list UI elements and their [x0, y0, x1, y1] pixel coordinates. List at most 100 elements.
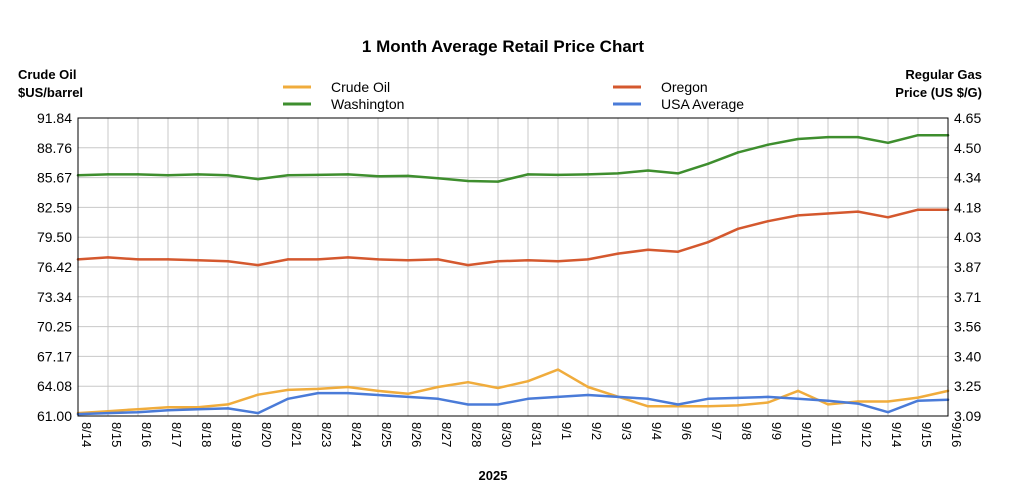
data-point-usa-average: [646, 397, 650, 401]
x-tick-label: 9/11: [829, 422, 844, 446]
data-point-usa-average: [196, 408, 200, 411]
data-point-usa-average: [106, 411, 110, 415]
data-point-oregon: [436, 258, 440, 261]
x-tick-label: 8/26: [409, 422, 424, 447]
x-tick-label: 9/12: [859, 422, 874, 447]
data-point-washington: [526, 173, 530, 176]
x-tick-label: 9/4: [649, 422, 664, 440]
data-point-washington: [646, 169, 650, 172]
left-tick-label: 82.59: [37, 199, 72, 215]
left-tick-label: 64.08: [37, 378, 72, 394]
data-point-usa-average: [856, 402, 860, 405]
data-point-crude-oil: [106, 409, 110, 413]
data-point-crude-oil: [856, 400, 860, 403]
left-tick-label: 67.17: [37, 348, 72, 364]
data-point-usa-average: [526, 397, 530, 401]
data-point-oregon: [706, 240, 710, 244]
data-point-crude-oil: [646, 405, 650, 408]
left-tick-label: 79.50: [37, 229, 72, 245]
data-point-usa-average: [226, 407, 230, 410]
data-point-crude-oil: [826, 403, 830, 406]
x-tick-label: 9/6: [679, 422, 694, 440]
data-point-oregon: [286, 258, 290, 261]
left-tick-label: 70.25: [37, 319, 72, 335]
data-point-usa-average: [286, 397, 290, 401]
data-point-washington: [556, 173, 560, 177]
data-point-oregon: [856, 210, 860, 213]
left-axis-ticks: 61.00 64.08 67.17 70.25 73.34 76.42 79.50 82.59…: [37, 110, 72, 424]
x-tick-label: 8/19: [229, 422, 244, 447]
series-points-crude-oil: [76, 368, 950, 415]
data-point-oregon: [256, 263, 260, 267]
data-point-crude-oil: [736, 404, 740, 407]
data-point-washington: [406, 174, 410, 178]
x-tick-label: 8/14: [79, 422, 94, 447]
right-tick-label: 3.25: [954, 378, 981, 394]
data-point-washington: [286, 174, 290, 177]
data-point-usa-average: [436, 397, 440, 401]
series-line-crude-oil: [76, 368, 950, 415]
legend: Crude Oil Oregon Washington USA Average: [283, 79, 744, 112]
right-tick-label: 3.87: [954, 259, 981, 275]
data-point-crude-oil: [766, 401, 770, 404]
data-point-usa-average: [136, 410, 140, 414]
data-point-washington: [436, 176, 440, 180]
series-line-usa-average: [76, 391, 950, 416]
right-tick-label: 4.34: [954, 170, 981, 186]
right-tick-label: 4.03: [954, 229, 981, 245]
x-tick-label: 8/31: [529, 422, 544, 447]
data-point-oregon: [346, 256, 350, 259]
data-point-usa-average: [916, 399, 920, 402]
data-point-washington: [766, 143, 770, 146]
data-point-usa-average: [466, 403, 470, 406]
data-point-oregon: [616, 252, 620, 255]
x-tick-label: 9/7: [709, 422, 724, 440]
series-points-usa-average: [76, 391, 950, 416]
data-point-oregon: [526, 259, 530, 262]
data-point-crude-oil: [706, 405, 710, 408]
data-point-usa-average: [616, 395, 620, 399]
x-tick-label: 8/20: [259, 422, 274, 447]
data-point-oregon: [916, 208, 920, 211]
data-point-oregon: [796, 214, 800, 217]
data-point-washington: [676, 172, 680, 175]
series-points-washington: [76, 133, 950, 183]
x-tick-label: 9/8: [739, 422, 754, 440]
data-point-oregon: [376, 258, 380, 261]
x-axis-title: 2025: [479, 468, 508, 483]
x-axis-ticks: 8/14 8/15 8/16 8/17 8/18 8/19 8/20 8/21 8/23 8/24…: [79, 422, 964, 447]
right-tick-label: 3.56: [954, 319, 981, 335]
right-tick-label: 4.50: [954, 140, 981, 156]
right-axis-title-line2: Price (US $/G): [895, 85, 982, 100]
data-point-washington: [496, 180, 500, 183]
data-point-crude-oil: [916, 396, 920, 399]
series-points-oregon: [76, 208, 950, 267]
data-point-crude-oil: [256, 393, 260, 396]
right-tick-label: 4.65: [954, 110, 981, 126]
right-tick-label: 4.18: [954, 199, 981, 215]
data-point-washington: [916, 133, 920, 137]
data-point-oregon: [136, 258, 140, 261]
x-tick-label: 9/10: [799, 422, 814, 447]
data-point-washington: [796, 137, 800, 141]
data-point-usa-average: [706, 397, 710, 401]
x-tick-label: 8/17: [169, 422, 184, 447]
legend-label-crude-oil: Crude Oil: [331, 79, 390, 95]
plot-border: [77, 117, 949, 417]
left-axis-title-line2: $US/barrel: [18, 85, 83, 100]
data-point-washington: [106, 173, 110, 176]
left-tick-label: 91.84: [37, 110, 72, 126]
data-point-oregon: [316, 258, 320, 261]
data-point-oregon: [196, 259, 200, 262]
x-tick-label: 8/24: [349, 422, 364, 447]
data-point-oregon: [406, 259, 410, 262]
data-point-washington: [196, 173, 200, 176]
data-point-washington: [736, 151, 740, 154]
data-point-washington: [706, 162, 710, 166]
left-tick-label: 88.76: [37, 140, 72, 156]
data-point-oregon: [496, 260, 500, 263]
data-point-usa-average: [496, 403, 500, 406]
data-point-crude-oil: [226, 403, 230, 406]
data-point-crude-oil: [136, 408, 140, 411]
data-point-washington: [616, 172, 620, 175]
